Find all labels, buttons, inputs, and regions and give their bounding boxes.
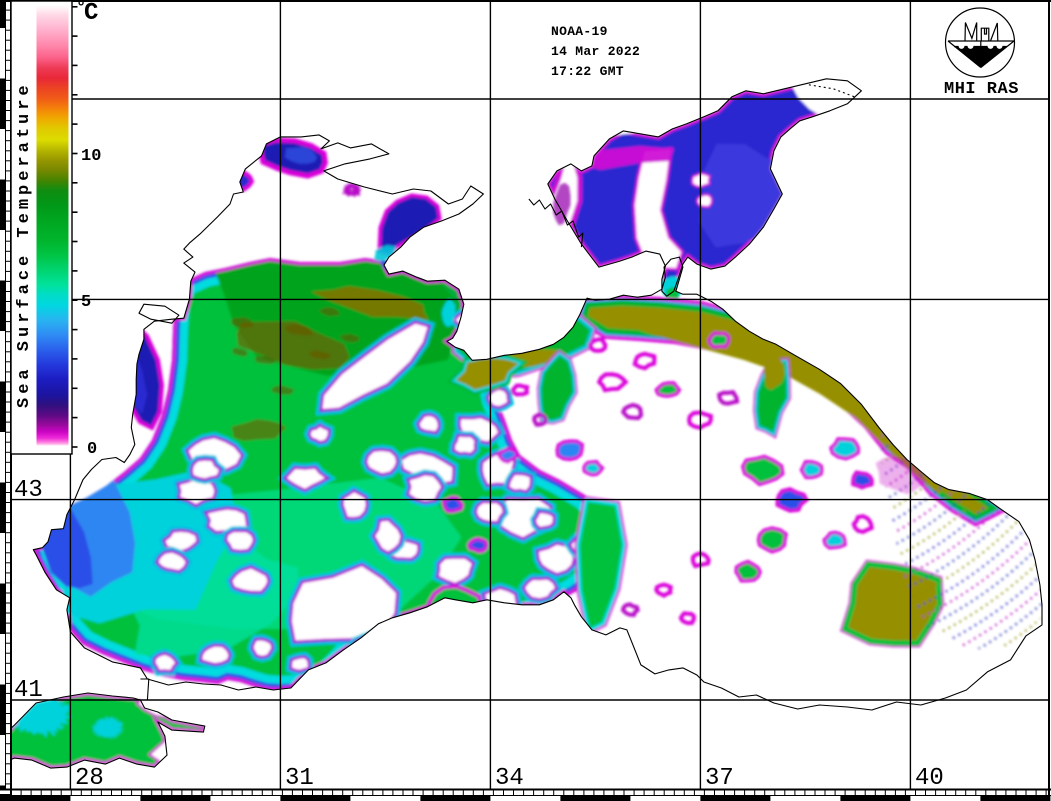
- svg-text:28: 28: [75, 765, 104, 792]
- svg-text:41: 41: [14, 677, 43, 704]
- svg-text:40: 40: [915, 765, 944, 792]
- svg-text:10: 10: [81, 147, 101, 166]
- svg-text:43: 43: [14, 477, 43, 504]
- svg-text:0: 0: [87, 440, 97, 459]
- svg-text:Sea Surface Temperature: Sea Surface Temperature: [15, 81, 34, 408]
- svg-text:NOAA-19: NOAA-19: [551, 24, 608, 39]
- svg-text:C: C: [84, 0, 98, 27]
- svg-text:31: 31: [285, 765, 314, 792]
- svg-text:14 Mar 2022: 14 Mar 2022: [551, 44, 640, 59]
- svg-text:34: 34: [495, 765, 524, 792]
- svg-text:17:22 GMT: 17:22 GMT: [551, 64, 624, 79]
- svg-text:°: °: [76, 0, 86, 18]
- svg-text:37: 37: [705, 765, 734, 792]
- svg-text:MHI RAS: MHI RAS: [944, 80, 1019, 99]
- svg-text:5: 5: [81, 293, 91, 312]
